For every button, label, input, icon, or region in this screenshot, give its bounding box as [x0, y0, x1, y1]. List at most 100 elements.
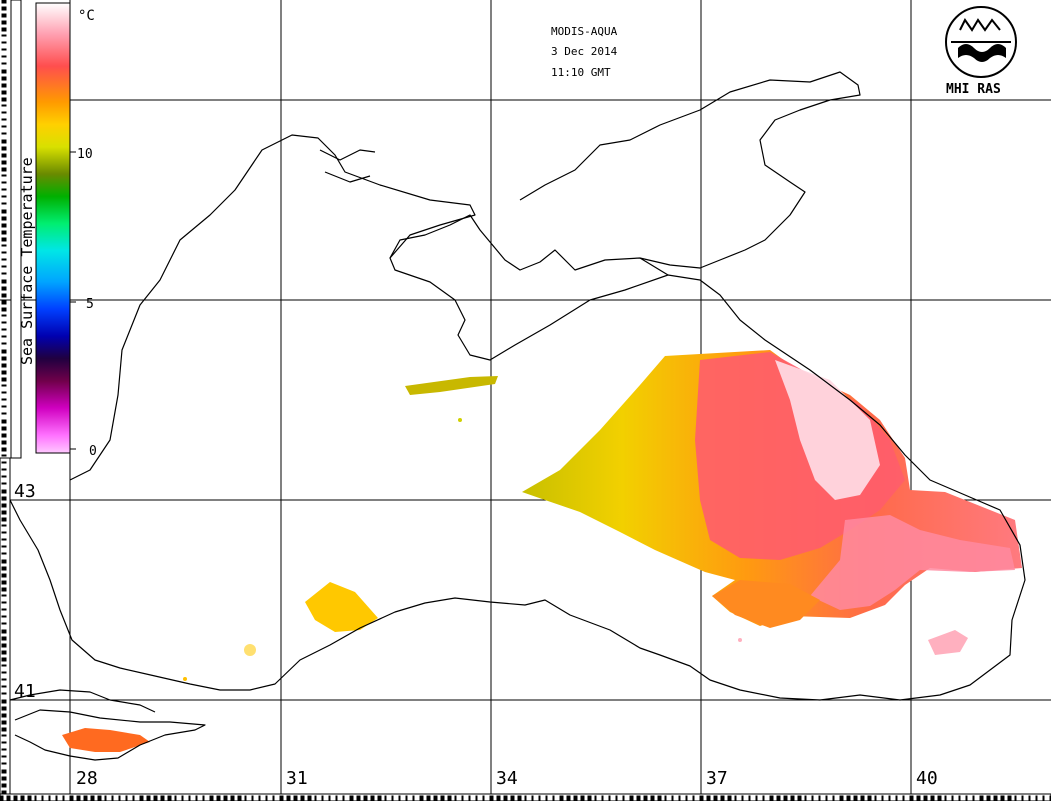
ruler-tick — [1, 335, 7, 338]
coastline — [9, 71, 1026, 761]
ruler-tick — [370, 795, 375, 801]
ruler-tick — [363, 795, 368, 801]
ruler-tick — [62, 795, 65, 801]
ruler-tick — [398, 795, 401, 801]
ruler-tick — [482, 795, 485, 801]
ruler-tick — [1, 517, 7, 522]
ruler-tick — [1, 244, 7, 247]
lon-label-40: 40 — [916, 768, 938, 789]
ruler-tick — [1, 181, 7, 184]
ruler-tick — [1, 69, 7, 74]
ruler-tick — [1, 146, 7, 151]
ruler-tick — [1, 20, 7, 25]
ruler-tick — [6, 795, 11, 801]
ruler-tick — [713, 795, 718, 801]
ruler-tick — [48, 795, 51, 801]
ruler-tick — [433, 795, 438, 801]
ruler-tick — [1, 132, 7, 135]
colorbar-tick-10: 10 — [77, 147, 93, 162]
ruler-tick — [1, 139, 7, 144]
ruler-tick — [1, 55, 7, 58]
sst-bosporus-patch — [305, 582, 378, 632]
colorbar-tick-0: 0 — [89, 444, 97, 459]
ruler-tick — [419, 795, 424, 801]
ruler-tick — [1, 265, 7, 268]
ruler-tick — [1, 377, 7, 382]
ruler-tick — [1, 720, 7, 725]
ruler-tick — [244, 795, 247, 801]
ruler-tick — [139, 795, 144, 801]
ruler-tick — [1, 27, 7, 32]
ruler-tick — [1000, 795, 1005, 801]
ruler-tick — [258, 795, 261, 801]
ruler-tick — [818, 795, 821, 801]
ruler-tick — [1, 370, 7, 375]
ruler-tick — [1, 447, 7, 452]
ruler-tick — [251, 795, 254, 801]
ruler-tick — [867, 795, 872, 801]
ruler-tick — [412, 795, 415, 801]
ruler-tick — [1, 636, 7, 641]
ruler-tick — [0, 795, 4, 801]
ruler-tick — [1, 643, 7, 648]
ruler-tick — [790, 795, 795, 801]
ruler-tick — [811, 795, 814, 801]
ruler-tick — [1, 650, 7, 655]
ruler-tick — [1, 426, 7, 431]
ruler-tick — [1, 783, 7, 788]
ruler-tick — [1, 510, 7, 515]
ruler-tick — [1, 629, 7, 634]
ruler-tick — [1, 545, 7, 548]
ruler-tick — [797, 795, 802, 801]
ruler-tick — [104, 795, 107, 801]
ruler-tick — [265, 795, 268, 801]
ruler-tick — [328, 795, 331, 801]
ruler-tick — [279, 795, 284, 801]
ruler-tick — [1, 160, 7, 165]
sst-marmara-patch — [62, 728, 150, 752]
ruler-tick — [1, 349, 7, 354]
ruler-tick — [783, 795, 788, 801]
coast-marmara — [14, 709, 206, 761]
ruler-tick — [538, 795, 541, 801]
sensor-label: MODIS-AQUA — [551, 25, 618, 38]
ruler-tick — [657, 795, 662, 801]
ruler-tick — [356, 795, 361, 801]
ruler-tick — [1, 671, 7, 674]
colorbar-tick-5: 5 — [86, 297, 94, 312]
colorbar-title: Sea Surface Temperature — [18, 157, 36, 365]
ruler-tick — [678, 795, 681, 801]
ruler-tick — [517, 795, 522, 801]
ruler-tick — [90, 795, 95, 801]
ruler-tick — [1, 678, 7, 681]
ruler-tick — [118, 795, 121, 801]
ruler-tick — [1, 391, 7, 394]
ruler-tick — [979, 795, 984, 801]
ruler-tick — [391, 795, 394, 801]
ruler-tick — [293, 795, 298, 801]
ruler-tick — [1, 433, 7, 438]
ruler-tick — [1042, 795, 1045, 801]
ruler-tick — [888, 795, 891, 801]
ruler-tick — [1, 440, 7, 445]
sst-pale-region — [775, 360, 880, 500]
ruler-tick — [1, 461, 7, 464]
ruler-tick — [1, 0, 7, 4]
ruler-tick — [615, 795, 618, 801]
ruler-tick — [153, 795, 158, 801]
ruler-tick — [776, 795, 781, 801]
ruler-tick — [237, 795, 242, 801]
ruler-tick — [909, 795, 914, 801]
ruler-tick — [342, 795, 345, 801]
ruler-tick — [762, 795, 765, 801]
ruler-tick — [510, 795, 515, 801]
ruler-tick — [1, 342, 7, 345]
ruler-tick — [209, 795, 214, 801]
ruler-tick — [1, 524, 7, 527]
time-label: 11:10 GMT — [551, 66, 611, 79]
ruler-tick — [1, 34, 7, 37]
ruler-tick — [1, 258, 7, 261]
ruler-tick — [230, 795, 235, 801]
